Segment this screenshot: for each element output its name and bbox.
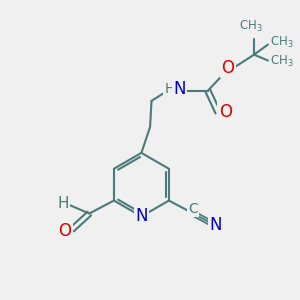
Text: N: N — [209, 216, 222, 234]
Text: N: N — [173, 80, 186, 98]
Text: C: C — [189, 202, 198, 216]
Text: N: N — [135, 207, 148, 225]
Text: O: O — [219, 103, 232, 122]
Text: O: O — [222, 59, 235, 77]
Text: H: H — [164, 82, 175, 96]
Text: H: H — [58, 196, 69, 211]
Text: CH$_3$: CH$_3$ — [270, 35, 294, 50]
Text: CH$_3$: CH$_3$ — [270, 53, 294, 69]
Text: CH$_3$: CH$_3$ — [239, 19, 262, 34]
Text: O: O — [58, 222, 71, 240]
